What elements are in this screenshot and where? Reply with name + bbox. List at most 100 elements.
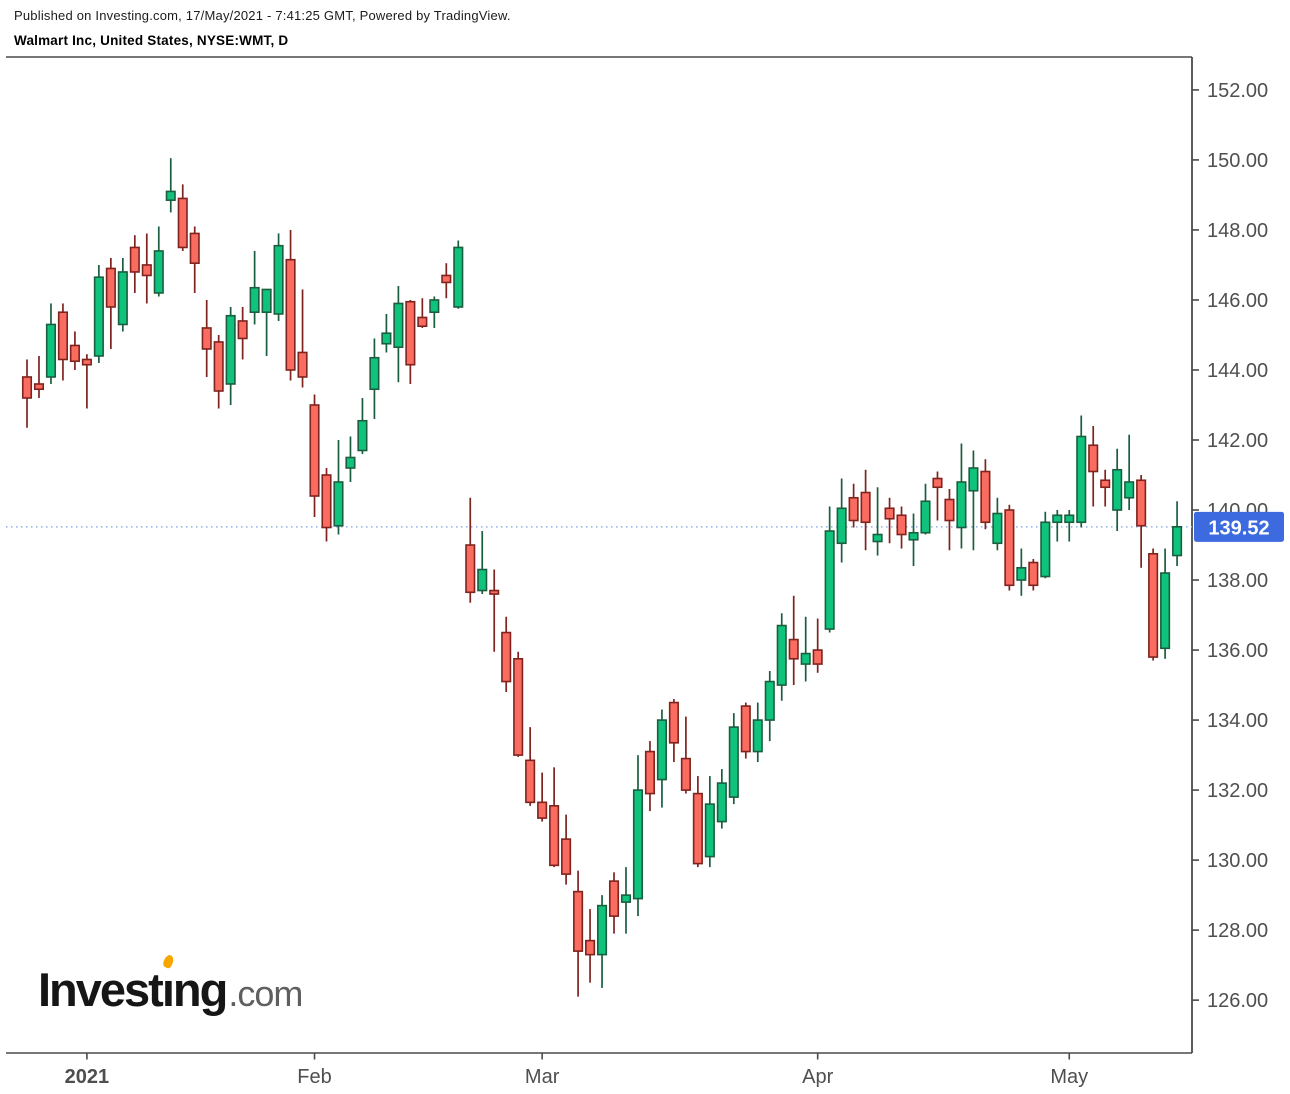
candle: [764, 671, 775, 742]
time-tick-label: Apr: [802, 1066, 833, 1088]
candle: [57, 303, 68, 381]
candle: [141, 233, 152, 304]
candle: [573, 870, 584, 997]
candle: [225, 306, 236, 405]
candle: [561, 814, 572, 885]
candle: [668, 699, 679, 763]
candle: [249, 250, 260, 325]
candle: [716, 769, 727, 829]
candle: [644, 741, 656, 812]
candle: [848, 483, 859, 528]
candle: [381, 313, 392, 353]
candle: [201, 299, 212, 377]
candle: [932, 471, 943, 521]
candle: [896, 506, 907, 549]
price-tick-label: 128.00: [1207, 920, 1268, 942]
candle: [596, 895, 608, 988]
candle: [836, 478, 847, 563]
last-price-value: 139.52: [1208, 517, 1269, 539]
candle: [21, 359, 33, 428]
candle: [1148, 548, 1159, 661]
candle: [189, 226, 200, 293]
price-tick-label: 142.00: [1207, 430, 1268, 452]
candle: [884, 497, 895, 544]
candle: [549, 767, 560, 868]
candle: [1112, 448, 1123, 532]
candle: [69, 331, 80, 370]
candle: [405, 299, 416, 384]
price-tick-label: 134.00: [1207, 710, 1268, 732]
candle: [417, 298, 428, 328]
chart-frame: [6, 56, 1193, 1054]
candle: [129, 235, 140, 293]
candle: [992, 497, 1003, 551]
candle: [1040, 511, 1051, 579]
candle: [1088, 425, 1099, 507]
candle: [273, 233, 284, 321]
candle: [165, 158, 176, 213]
candle: [1016, 548, 1027, 596]
candle: [956, 443, 967, 549]
price-axis[interactable]: 152.00150.00148.00146.00144.00142.00140.…: [1192, 80, 1268, 1012]
candle: [513, 651, 524, 757]
candle: [285, 229, 296, 381]
candle: [333, 439, 344, 535]
candle: [357, 397, 368, 454]
candle: [117, 257, 128, 332]
published-info: Published on Investing.com, 17/May/2021 …: [14, 8, 511, 23]
candle: [345, 436, 356, 483]
investing-logo-text: Investı ng: [38, 953, 228, 1013]
time-tick-label: Feb: [297, 1066, 331, 1088]
candle: [788, 595, 799, 686]
candle: [321, 468, 332, 542]
candle: [632, 755, 644, 917]
candle: [177, 184, 188, 251]
candle: [501, 616, 512, 693]
price-tick-label: 148.00: [1207, 220, 1268, 242]
candle: [860, 469, 871, 551]
logo-com-suffix: .com: [228, 973, 303, 1014]
time-tick-label: May: [1050, 1066, 1088, 1088]
candle: [1004, 504, 1015, 591]
candle: [692, 776, 703, 868]
price-tick-label: 152.00: [1207, 80, 1268, 102]
candle: [800, 616, 811, 682]
instrument-title: Walmart Inc, United States, NYSE:WMT, D: [14, 33, 289, 48]
price-tick-label: 136.00: [1207, 640, 1268, 662]
candle: [309, 394, 320, 518]
price-tick-label: 144.00: [1207, 360, 1268, 382]
candle: [105, 257, 116, 349]
candle: [477, 531, 488, 595]
candle: [740, 702, 751, 759]
candle: [920, 483, 931, 535]
candles: [21, 158, 1183, 997]
price-tick-label: 132.00: [1207, 780, 1268, 802]
candle: [680, 716, 691, 794]
candle: [1076, 415, 1087, 528]
last-price-badge: 139.52: [1194, 511, 1284, 542]
candle: [1172, 501, 1183, 567]
logo-i: ı: [161, 953, 176, 1013]
candle: [908, 513, 919, 567]
candle: [45, 303, 57, 384]
candle: [237, 306, 248, 360]
candle: [93, 264, 104, 363]
time-tick-label: Mar: [525, 1066, 560, 1088]
time-tick-label: 2021: [65, 1066, 110, 1088]
time-axis[interactable]: 2021 Feb Mar Apr May: [65, 1053, 1089, 1088]
candle: [453, 240, 464, 309]
candle: [369, 338, 380, 419]
candle: [213, 334, 224, 409]
candle: [752, 702, 763, 763]
candle: [1136, 475, 1147, 568]
price-tick-label: 146.00: [1207, 290, 1268, 312]
candle: [728, 713, 739, 805]
candle: [489, 569, 500, 652]
candle: [1100, 469, 1111, 507]
candle: [429, 296, 440, 328]
investing-logo: Investı ng .com: [38, 953, 303, 1015]
candle: [537, 772, 548, 822]
candle: [1160, 548, 1171, 659]
